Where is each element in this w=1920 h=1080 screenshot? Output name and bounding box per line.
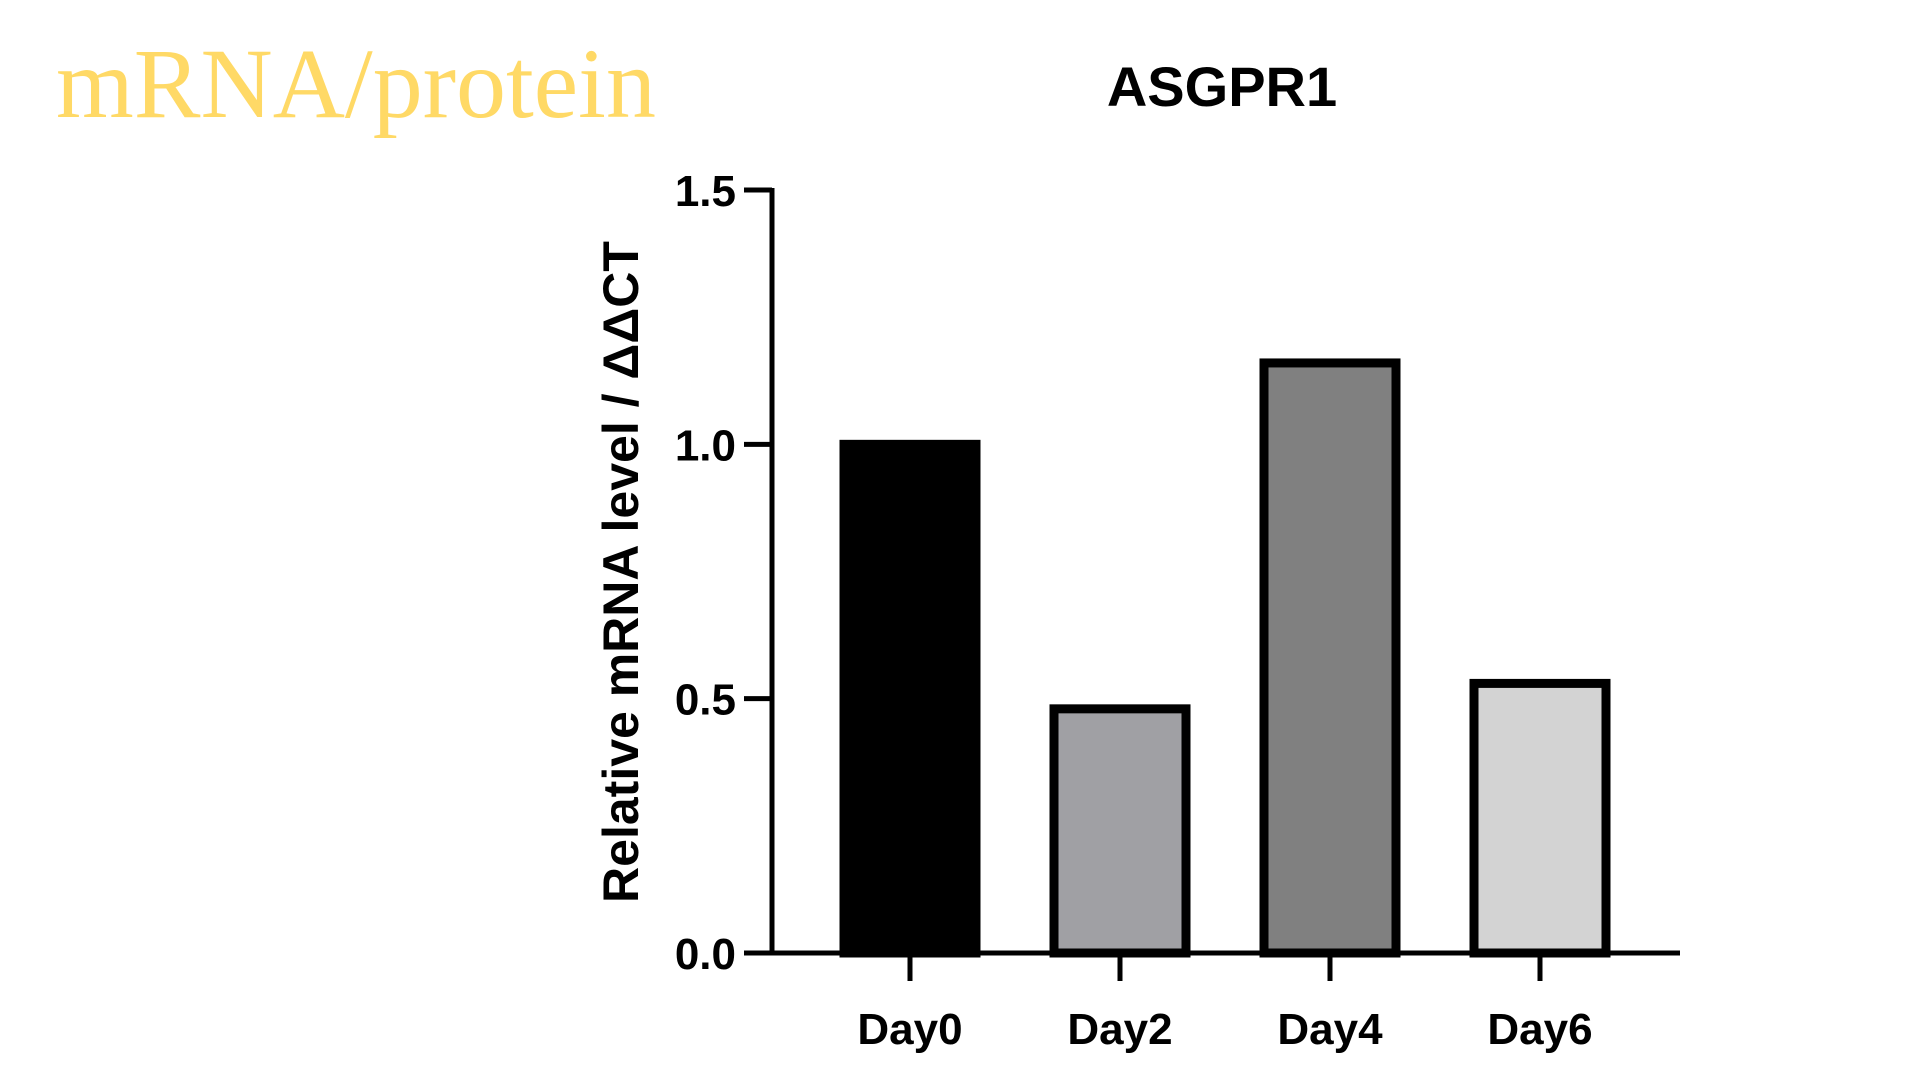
y-tick-label: 1.5 (675, 167, 736, 216)
bar-day0 (839, 439, 981, 958)
bar-day2 (1049, 704, 1191, 958)
bars-group (839, 358, 1611, 958)
chart-title: ASGPR1 (1107, 55, 1337, 118)
ticks-group: Day0 Day2 Day4 Day6 0.0 0.5 1.0 1.5 (675, 167, 1593, 1054)
x-tick-label: Day0 (857, 1005, 962, 1054)
axes-group (769, 188, 1680, 956)
y-tick-label: 0.0 (675, 930, 736, 979)
x-tick-label: Day4 (1277, 1005, 1383, 1054)
y-tick-label: 1.0 (675, 421, 736, 470)
y-tick-label: 0.5 (675, 676, 736, 725)
x-tick-label: Day6 (1487, 1005, 1592, 1054)
y-axis-label: Relative mRNA level / ΔΔCT (593, 241, 649, 903)
bar-day4 (1259, 358, 1401, 958)
x-tick-label: Day2 (1067, 1005, 1172, 1054)
bar-day6 (1469, 678, 1611, 958)
slide-heading: mRNA/protein (56, 28, 656, 139)
